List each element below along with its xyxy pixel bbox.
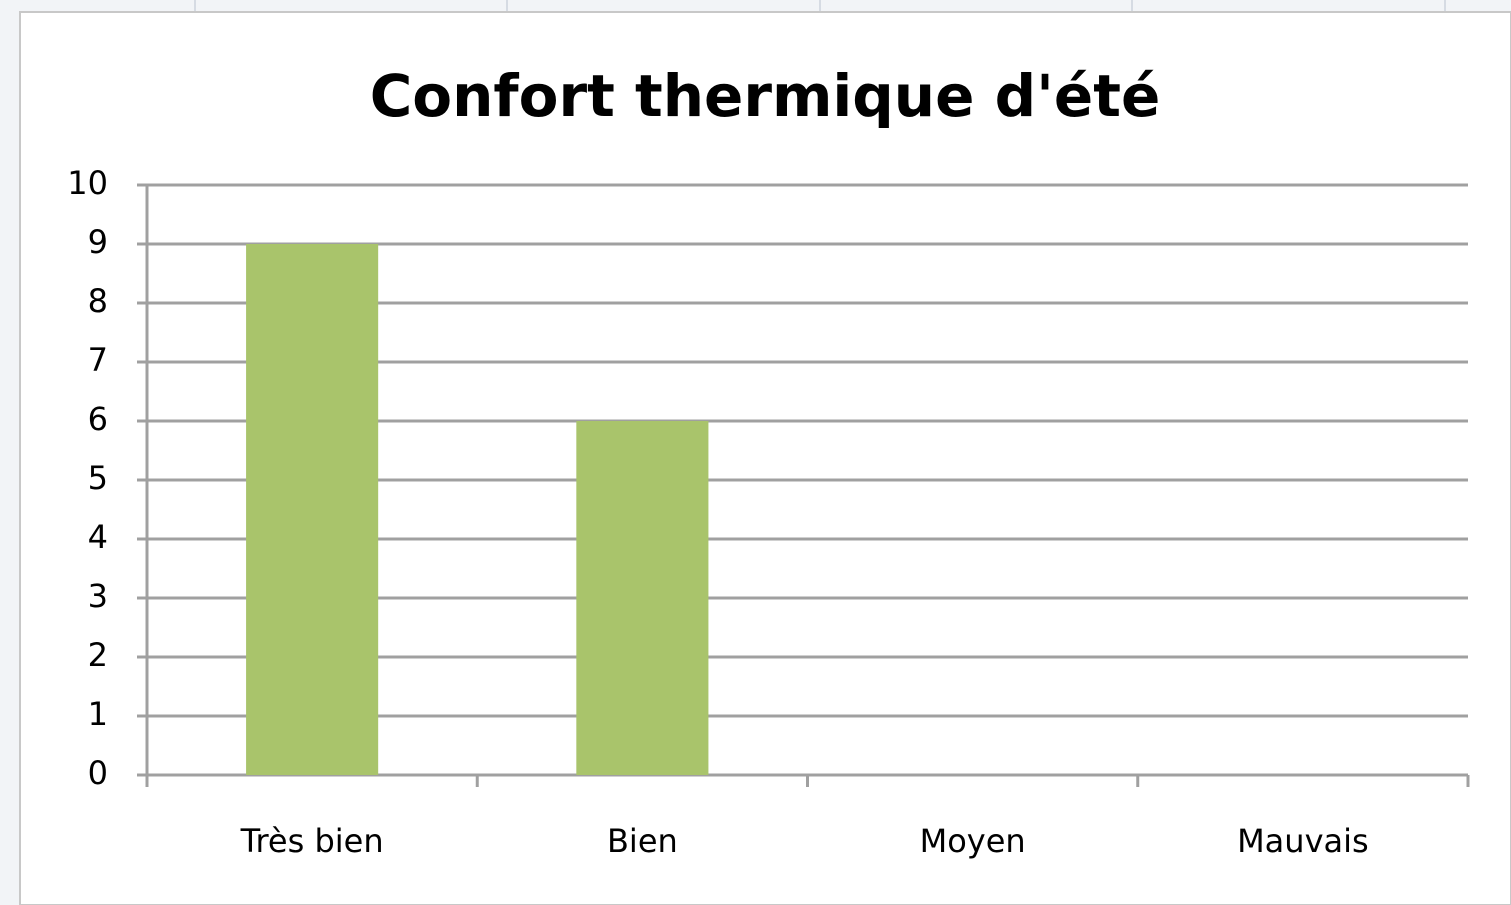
y-tick-label: 4	[88, 518, 108, 556]
x-tick-label: Mauvais	[1237, 822, 1369, 860]
y-tick-label: 5	[88, 459, 108, 497]
y-tick-label: 8	[88, 282, 108, 320]
y-tick-label: 10	[67, 164, 108, 202]
y-tick-label: 9	[88, 223, 108, 261]
chart-area	[19, 11, 1511, 905]
chart-title: Confort thermique d'été	[370, 62, 1161, 130]
x-tick-label: Moyen	[920, 822, 1026, 860]
bar	[246, 244, 379, 775]
y-tick-label: 6	[88, 400, 108, 438]
bar	[576, 421, 709, 775]
y-tick-label: 7	[88, 341, 108, 379]
y-tick-label: 2	[88, 636, 108, 674]
sheet-grid	[194, 0, 1446, 12]
y-tick-label: 3	[88, 577, 108, 615]
y-tick-label: 1	[88, 695, 108, 733]
x-tick-label: Bien	[607, 822, 678, 860]
y-tick-label: 0	[88, 754, 108, 792]
x-tick-label: Très bien	[240, 822, 384, 860]
